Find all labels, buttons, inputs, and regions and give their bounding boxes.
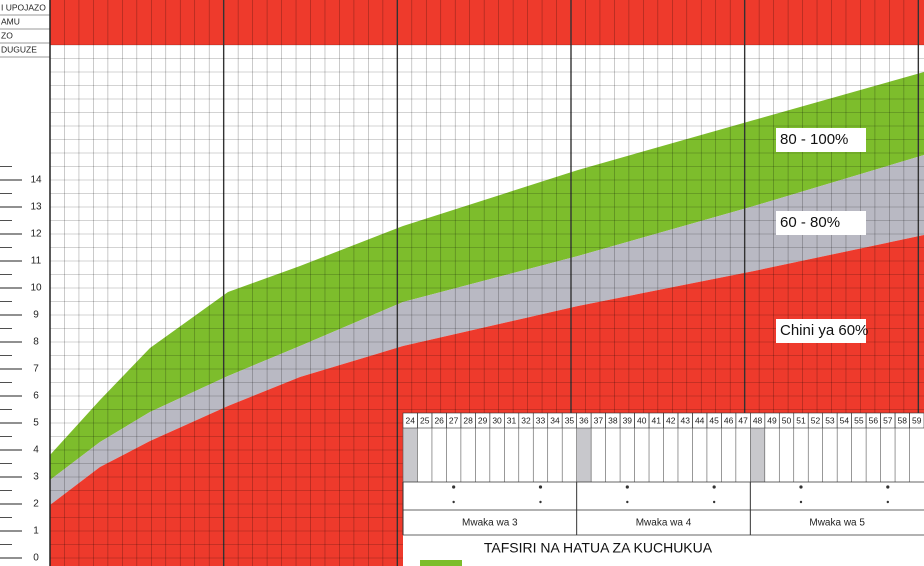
dot-mark [886, 500, 890, 504]
y-tick-label: 1 [33, 526, 39, 537]
legend-title: TAFSIRI NA HATUA ZA KUCHUKUA [484, 540, 713, 556]
star-mark [625, 485, 629, 489]
month-label: 45 [709, 415, 719, 425]
month-label: 44 [695, 415, 705, 425]
y-tick-label: 4 [33, 445, 39, 456]
month-label: 47 [738, 415, 748, 425]
y-tick-label: 13 [30, 202, 42, 213]
month-label: 58 [898, 415, 908, 425]
year-label: Mwaka wa 3 [462, 518, 518, 529]
month-label: 27 [449, 415, 459, 425]
star-mark [886, 485, 890, 489]
dot-mark [452, 500, 455, 504]
month-label: 34 [550, 415, 560, 425]
month-label: 50 [782, 415, 792, 425]
y-tick-label: 5 [33, 418, 39, 429]
y-tick-label: 6 [33, 391, 39, 402]
y-tick-label: 11 [31, 256, 42, 267]
band-green [50, 72, 924, 480]
month-label: 42 [666, 415, 676, 425]
header-band [50, 0, 924, 45]
y-tick-label: 0 [33, 553, 39, 564]
month-label: 59 [912, 415, 922, 425]
month-label: 56 [869, 415, 879, 425]
month-label: 53 [825, 415, 835, 425]
month-label: 29 [478, 415, 488, 425]
month-label: 48 [753, 415, 763, 425]
y-tick-label: 7 [33, 364, 39, 375]
band-label: 80 - 100% [780, 131, 848, 148]
header-row-label: DUGUZE [1, 44, 37, 54]
month-label: 54 [840, 415, 850, 425]
header-row-label: ZO [1, 30, 13, 40]
star-mark [538, 485, 543, 489]
month-label: 55 [854, 415, 864, 425]
month-label: 41 [652, 415, 662, 425]
month-label: 40 [637, 415, 647, 425]
y-tick-label: 9 [33, 310, 39, 321]
month-label: 25 [420, 415, 430, 425]
header-row-label: AMU [1, 16, 20, 26]
year-label: Mwaka wa 5 [809, 518, 865, 529]
month-label: 24 [406, 415, 416, 425]
star-mark [799, 485, 803, 489]
hatched-cell [403, 428, 418, 482]
star-mark [712, 485, 716, 489]
header-row-label: I UPOJAZO [1, 2, 46, 12]
month-label: 32 [521, 415, 531, 425]
band-gray [50, 155, 924, 505]
month-label: 49 [767, 415, 777, 425]
month-label: 33 [536, 415, 546, 425]
dot-mark [712, 500, 716, 504]
legend-swatch [420, 560, 462, 566]
month-label: 46 [724, 415, 734, 425]
month-label: 51 [796, 415, 806, 425]
band-label: 60 - 80% [780, 214, 840, 231]
month-label: 36 [579, 415, 589, 425]
y-tick-label: 2 [33, 499, 39, 510]
month-label: 57 [883, 415, 893, 425]
band-label: Chini ya 60% [780, 322, 868, 339]
month-label: 39 [623, 415, 633, 425]
band-label-box [776, 319, 866, 343]
month-label: 26 [434, 415, 444, 425]
dot-mark [799, 500, 803, 504]
dot-mark [626, 500, 629, 504]
y-tick-label: 10 [30, 283, 42, 294]
hatched-cell [750, 428, 765, 482]
dot-mark [539, 500, 542, 504]
band-label-box [776, 211, 866, 235]
star-mark [452, 485, 456, 489]
y-tick-label: 14 [30, 175, 42, 186]
month-label: 43 [680, 415, 690, 425]
year-label: Mwaka wa 4 [636, 518, 692, 529]
month-label: 52 [811, 415, 821, 425]
month-label: 37 [594, 415, 604, 425]
month-label: 38 [608, 415, 618, 425]
hatched-cell [576, 428, 592, 482]
month-label: 28 [463, 415, 473, 425]
month-label: 35 [565, 415, 575, 425]
month-label: 30 [492, 415, 502, 425]
y-tick-label: 3 [33, 472, 39, 483]
band-label-box [776, 128, 866, 152]
y-tick-label: 8 [33, 337, 39, 348]
month-label: 31 [507, 415, 517, 425]
y-tick-label: 12 [30, 229, 42, 240]
